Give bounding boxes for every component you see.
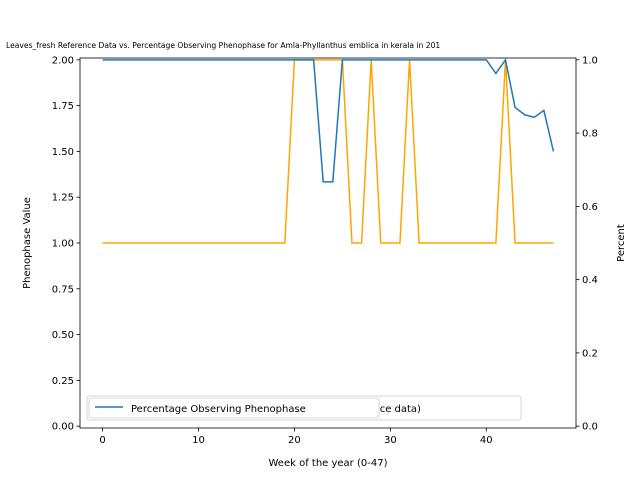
legend-inner-box (88, 397, 380, 419)
y-tick-label-left-0: 0.00 (52, 422, 74, 433)
y-tick-label-left-1: 0.25 (52, 376, 74, 387)
legend: ted reference data) Percentage Observing… (86, 395, 522, 421)
y-tick-label-right-0: 0.0 (582, 422, 598, 433)
y-axis-label-right: Percent (616, 224, 627, 262)
series-line-1 (102, 57, 555, 183)
y-tick-label-right-2: 0.4 (582, 275, 598, 286)
chart-title: Leaves_fresh Reference Data vs. Percenta… (6, 41, 440, 50)
y-tick-label-left-6: 1.50 (52, 147, 74, 158)
x-axis-label: Week of the year (0-47) (269, 458, 388, 469)
y-tick-label-left-5: 1.25 (52, 193, 74, 204)
axis-ticks: 0 10 20 30 40 0.00 0.25 0.50 0.75 1.00 1.25 1.50 1.7… (52, 55, 598, 446)
y-tick-label-left-8: 2.00 (52, 55, 74, 66)
y-tick-label-right-4: 0.8 (582, 129, 598, 140)
series-line-2 (102, 59, 554, 244)
plot-lines (102, 57, 555, 244)
y-tick-label-left-2: 0.50 (52, 330, 74, 341)
x-tick-label-2: 20 (288, 435, 301, 446)
x-tick-label-0: 0 (99, 435, 105, 446)
x-tick-label-3: 30 (384, 435, 397, 446)
x-tick-label-4: 40 (480, 435, 493, 446)
x-tick-label-1: 10 (192, 435, 205, 446)
legend-label-series-1: Percentage Observing Phenophase (131, 404, 306, 415)
y-axis-label-left: Phenophase Value (22, 197, 33, 289)
y-tick-label-right-5: 1.0 (582, 55, 598, 66)
y-tick-label-right-3: 0.6 (582, 202, 598, 213)
y-tick-label-left-7: 1.75 (52, 101, 74, 112)
y-tick-label-left-4: 1.00 (52, 239, 74, 250)
y-tick-label-left-3: 0.75 (52, 284, 74, 295)
y-tick-label-right-1: 0.2 (582, 348, 598, 359)
